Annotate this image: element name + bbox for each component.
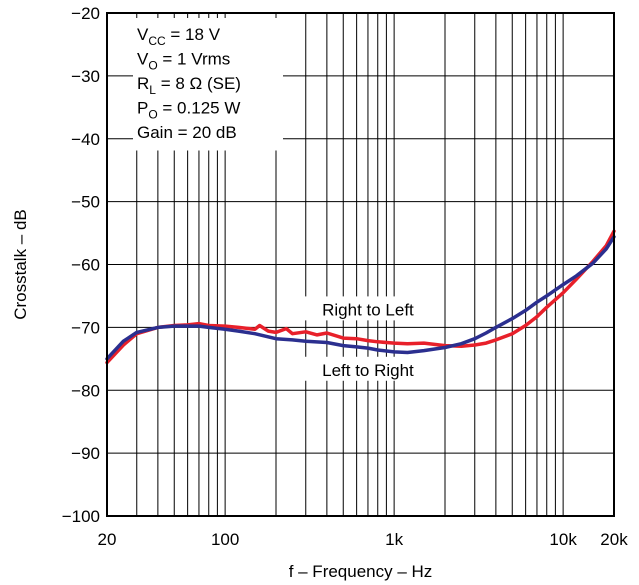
condition-line: Gain = 20 dB — [137, 123, 237, 142]
y-tick-label: −90 — [71, 444, 100, 463]
x-tick-label: 1k — [385, 530, 403, 549]
annotations: Right to Left Left to Right — [302, 296, 433, 381]
x-tick-label: 100 — [211, 530, 239, 549]
plot-area-frame — [106, 12, 615, 517]
x-tick-label: 20k — [600, 530, 628, 549]
y-tick-label: −100 — [62, 507, 100, 526]
y-axis-label: Crosstalk – dB — [11, 209, 30, 320]
y-tick-label: −70 — [71, 318, 100, 337]
y-tick-label: −50 — [71, 193, 100, 212]
conditions-background — [133, 18, 283, 151]
y-tick-labels: −20 −30 −40 −50 −60 −70 −80 −90 −100 — [62, 4, 100, 526]
x-tick-label: 10k — [549, 530, 577, 549]
x-tick-label: 20 — [98, 530, 117, 549]
x-axis-label: f – Frequency – Hz — [289, 562, 433, 581]
y-tick-label: −80 — [71, 381, 100, 400]
curve-label-background — [302, 356, 433, 381]
series-line-left-to-right — [105, 235, 616, 361]
condition-line: VO = 1 Vrms — [137, 50, 230, 73]
y-tick-label: −20 — [71, 4, 100, 23]
curve-label: Left to Right — [322, 361, 414, 380]
x-tick-labels: 20 100 1k 10k 20k — [98, 530, 629, 549]
series-line-right-to-left — [105, 229, 616, 365]
condition-line: VCC = 18 V — [137, 25, 221, 48]
y-tick-label: −60 — [71, 256, 100, 275]
condition-line: RL = 8 Ω (SE) — [137, 74, 241, 97]
y-tick-label: −30 — [71, 67, 100, 86]
series-lines — [105, 229, 616, 365]
y-tick-label: −40 — [71, 130, 100, 149]
curve-label: Right to Left — [322, 300, 414, 319]
curve-label-background — [302, 296, 433, 321]
condition-line: PO = 0.125 W — [137, 99, 240, 122]
